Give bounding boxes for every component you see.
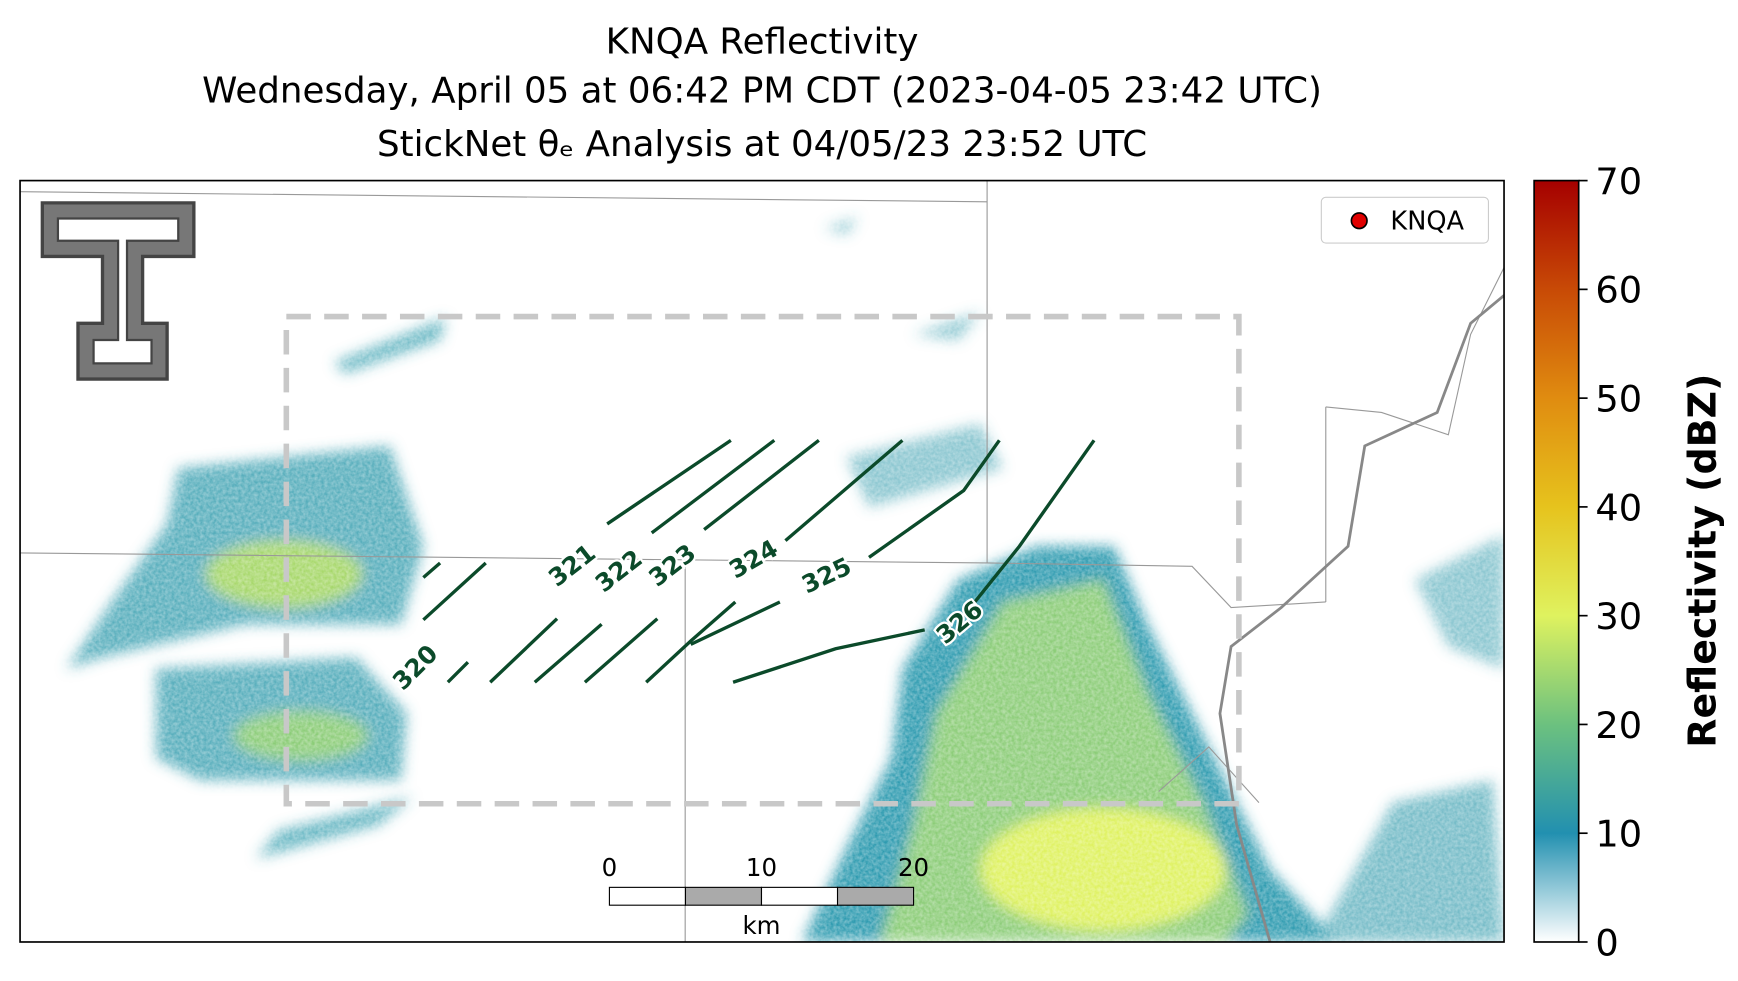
scale-unit: km xyxy=(742,911,780,940)
contour-line xyxy=(533,439,776,684)
logo xyxy=(40,201,196,381)
colorbar-ramp xyxy=(1533,179,1580,943)
legend: KNQA xyxy=(1320,196,1489,244)
tick-label: 30 xyxy=(1595,595,1642,638)
legend-label: KNQA xyxy=(1390,207,1464,237)
title: KNQA Reflectivity xyxy=(606,21,919,62)
scale-bar: 0 10 20 km xyxy=(602,853,930,940)
tick-label: 60 xyxy=(1595,269,1642,312)
scale-label: 20 xyxy=(898,853,929,882)
subtitle: StickNet θₑ Analysis at 04/05/23 23:52 U… xyxy=(377,124,1147,165)
tick-label: 50 xyxy=(1595,378,1642,421)
analysis-domain xyxy=(283,313,1242,807)
scale-segment xyxy=(684,886,763,906)
contour-line xyxy=(583,439,820,684)
scale-segment xyxy=(836,886,915,906)
tick-label: 10 xyxy=(1595,813,1642,856)
colorbar-label: Reflectivity (dBZ) xyxy=(1681,374,1725,748)
contour-line xyxy=(732,439,1096,684)
contour-line xyxy=(422,561,487,684)
borders xyxy=(20,180,1505,942)
subtitle: Wednesday, April 05 at 06:42 PM CDT (202… xyxy=(202,71,1322,112)
contour-line xyxy=(690,439,1001,646)
map-frame xyxy=(19,179,1505,943)
tick-label: 40 xyxy=(1595,486,1642,529)
tick-label: 0 xyxy=(1595,921,1618,964)
tick-label: 20 xyxy=(1595,704,1642,747)
contour-line xyxy=(489,438,732,684)
river xyxy=(1218,294,1505,942)
tick-label: 70 xyxy=(1595,160,1642,203)
legend-marker xyxy=(1350,212,1368,230)
scale-label: 0 xyxy=(602,853,618,882)
contour-line xyxy=(645,439,904,684)
scale-label: 10 xyxy=(746,853,777,882)
scale-segment xyxy=(608,886,687,906)
colorbar: Reflectivity (dBZ) 0 10 20 30 40 50 60 70 xyxy=(1533,160,1725,964)
scale-segment xyxy=(760,886,839,906)
